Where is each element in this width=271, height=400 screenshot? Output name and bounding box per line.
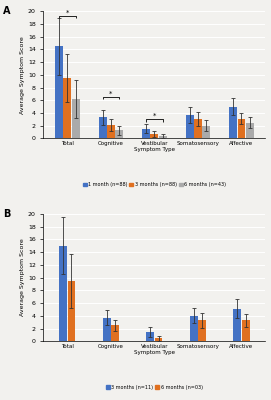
Bar — [59, 246, 67, 341]
Legend: 1 month (n=88), 3 months (n=88), 6 months (n=43): 1 month (n=88), 3 months (n=88), 6 month… — [82, 182, 227, 188]
Bar — [146, 332, 154, 341]
Bar — [159, 136, 167, 138]
Bar — [115, 130, 123, 138]
Bar — [150, 134, 158, 138]
Bar — [67, 281, 75, 341]
Bar — [246, 122, 254, 138]
Bar — [242, 320, 250, 341]
Text: *: * — [153, 113, 156, 119]
Text: *: * — [109, 91, 112, 97]
Y-axis label: Average Symptom Score: Average Symptom Score — [20, 239, 25, 316]
Bar — [198, 320, 206, 341]
Bar — [99, 118, 107, 138]
Bar — [202, 126, 210, 138]
Bar — [55, 46, 63, 138]
Bar — [229, 107, 237, 138]
Bar — [107, 125, 115, 138]
Bar — [111, 325, 119, 341]
Bar — [72, 99, 79, 138]
Bar — [186, 115, 193, 138]
Bar — [63, 78, 71, 138]
Bar — [190, 316, 198, 341]
Bar — [103, 318, 111, 341]
Bar — [233, 309, 241, 341]
Bar — [142, 129, 150, 138]
Bar — [194, 119, 202, 138]
Text: A: A — [3, 6, 11, 16]
Text: *: * — [66, 10, 69, 16]
Bar — [238, 119, 246, 138]
Y-axis label: Average Symptom Score: Average Symptom Score — [20, 36, 25, 114]
Legend: 3 months (n=11), 6 months (n=03): 3 months (n=11), 6 months (n=03) — [106, 384, 203, 390]
Bar — [155, 338, 162, 341]
Text: B: B — [3, 209, 11, 219]
